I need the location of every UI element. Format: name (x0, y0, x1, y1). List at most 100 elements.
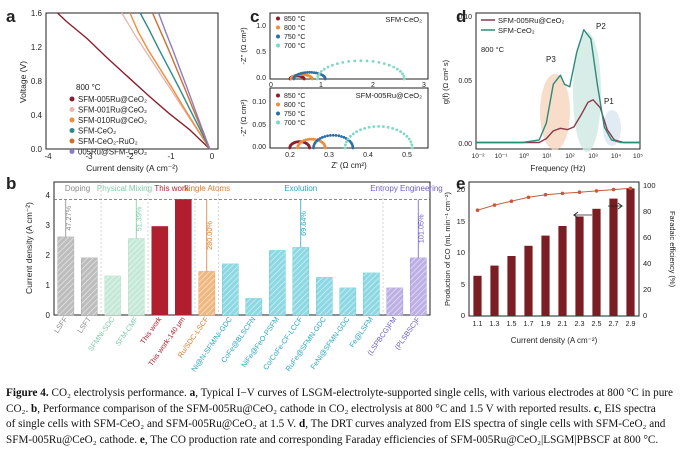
caption-segment: , Performance comparison of the SFM-005R… (37, 402, 594, 415)
panel-a-letter: a (6, 7, 16, 26)
legend-marker (276, 25, 280, 30)
bar-hatch (57, 237, 74, 315)
eis-point-3 (341, 61, 345, 64)
a-xtick: -4 (44, 152, 52, 161)
eis-point-2 (316, 138, 320, 142)
eis-point-3 (382, 62, 386, 65)
legend-marker (276, 16, 280, 21)
annotation-label: 101.05% (416, 214, 425, 243)
c-bottom-xtick: 0.2 (285, 152, 295, 159)
eis-point-3 (402, 75, 406, 78)
panel-e-left-ticks: 0 5 10 15 20 (457, 185, 465, 320)
legend-marker (69, 128, 75, 133)
group-title: Entropy Engineering (370, 184, 443, 193)
eis-point-3 (377, 61, 381, 64)
eis-point-2 (318, 137, 322, 140)
eis-point-2 (326, 134, 329, 138)
eis-point-3 (395, 128, 399, 132)
group-title: Physical Mixing (97, 184, 152, 193)
panel-e-letter: e (456, 174, 465, 193)
b-ytick: 2 (46, 251, 51, 260)
panel-d-curves (476, 29, 640, 144)
co-production-bar (592, 208, 601, 316)
panel-e-xlabel: Current density (A cm⁻²) (511, 336, 598, 345)
panel-b-axes (53, 181, 431, 316)
caption-segment: d (299, 418, 306, 430)
annotation-label: 47.27% (64, 205, 73, 230)
c-bottom-ytick: 0.10 (252, 99, 266, 106)
e-ytick-left: 20 (457, 185, 465, 194)
bar-hatch (128, 238, 145, 315)
panel-d-ylabel: g(f) (Ω cm² s) (441, 59, 450, 104)
eis-point-3 (371, 60, 375, 63)
a-xtick: -2 (126, 152, 134, 161)
c-top-ytick: 1.0 (256, 23, 266, 30)
e-ytick-left: 15 (457, 217, 465, 226)
a-xtick: -3 (85, 152, 93, 161)
d-xtick: 10⁻² (472, 153, 486, 160)
caption-segment: c (593, 402, 599, 415)
figure-caption: Figure 4. CO₂ electrolysis performance. … (6, 386, 686, 448)
category-label: This work (138, 315, 163, 346)
right-axis-arrow (608, 202, 624, 210)
legend-label: SFM-005Ru@CeO₂ (78, 95, 147, 104)
d-xtick: 10¹ (542, 153, 552, 160)
eis-point-3 (402, 132, 406, 136)
d-ytick: 0.00 (458, 141, 472, 148)
panel-c-xlabel: Z' (Ω cm²) (331, 161, 367, 170)
eis-point-3 (386, 125, 390, 129)
eis-point-3 (317, 72, 321, 76)
category-label: SFM-CMF (113, 315, 140, 348)
eis-point-3 (409, 140, 413, 144)
c-bottom-ytick: 0.00 (252, 144, 266, 151)
annotation-label: 280.00% (205, 221, 214, 250)
d-xtick: 10³ (588, 153, 598, 160)
legend-label: 800 °C (284, 101, 305, 109)
caption-segment: a (189, 387, 196, 399)
faradaic-efficiency-line (477, 187, 631, 211)
eis-point-3 (399, 70, 402, 73)
iv-curve-0 (57, 12, 211, 150)
legend-label: SFM-001Ru@CeO₂ (78, 106, 147, 115)
co-production-bar (524, 245, 533, 316)
e-ytick-right: 20 (643, 285, 651, 294)
eis-point-2 (308, 70, 311, 74)
eis-point-3 (410, 146, 414, 150)
eis-point-2 (301, 71, 305, 75)
bar-hatch (339, 288, 356, 315)
eis-point-2 (337, 134, 341, 138)
caption-segment: , The CO production rate and correspondi… (144, 433, 659, 446)
eis-point-3 (391, 126, 394, 130)
e-ytick-right: 60 (643, 233, 651, 242)
eis-point-3 (365, 59, 369, 63)
drt-curve-1 (476, 29, 640, 144)
e-ytick-right: 100 (643, 181, 656, 190)
faradaic-efficiency-point (509, 199, 514, 203)
panel-c-bottom-ylabel: -Z'' (Ω cm²) (239, 99, 248, 137)
panel-a-legend: SFM-005Ru@CeO₂ SFM-001Ru@CeO₂SFM-010Ru@Ce… (69, 95, 147, 157)
c-bottom-xtick: 0.3 (324, 152, 334, 159)
a-ytick: 1.2 (31, 43, 43, 52)
panel-b-ylabel: Current density (A cm⁻²) (24, 202, 34, 294)
caption-line: SFM-005Ru@CeO₂ cathode. e, The CO produc… (6, 433, 686, 449)
comparison-bar (151, 226, 169, 316)
bar-hatch (269, 250, 286, 315)
faradaic-efficiency-point (492, 203, 497, 207)
panel-d-xlabel: Frequency (Hz) (530, 164, 585, 173)
eis-point-2 (321, 135, 324, 139)
faradaic-efficiency-point (628, 186, 633, 191)
eis-point-2 (305, 71, 309, 74)
panel-a: a 0.0 0.4 0.8 1.2 1.6 -4 -3 -2 -1 0 Curr… (6, 7, 219, 173)
p3-shade (540, 74, 570, 150)
b-ytick: 4 (46, 191, 51, 200)
d-xtick: 10² (565, 153, 575, 160)
panel-c-letter: c (250, 7, 259, 26)
e-xtick: 2.3 (575, 319, 585, 328)
eis-point-3 (355, 130, 358, 134)
co-production-bar (575, 216, 584, 316)
c-top-xtick: 2 (371, 82, 375, 89)
eis-point-0 (308, 146, 311, 150)
